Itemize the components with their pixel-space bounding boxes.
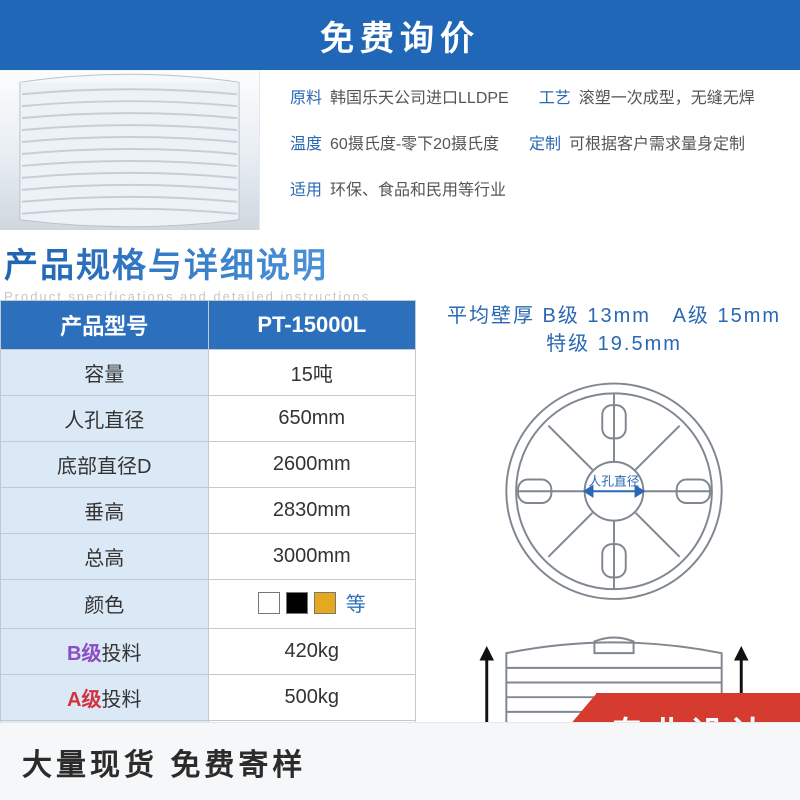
swatch-black (286, 592, 308, 614)
spec-value-swatches: 等 (208, 580, 416, 629)
spec-label: 总高 (1, 534, 209, 580)
prop: 工艺 滚塑一次成型，无缝无焊 (539, 84, 755, 108)
bottom-text: 大量现货 免费寄样 (22, 740, 306, 784)
prop: 温度 60摄氏度-零下20摄氏度 (290, 130, 499, 154)
spec-header-left: 产品型号 (1, 301, 209, 350)
prop-key: 适用 (290, 176, 322, 200)
table-row: 垂高 2830mm (1, 488, 416, 534)
swatch-gold (314, 592, 336, 614)
swatch-etc: 等 (346, 588, 366, 617)
table-row: 底部直径D 2600mm (1, 442, 416, 488)
table-header-row: 产品型号 PT-15000L (1, 301, 416, 350)
prop-key: 定制 (529, 130, 561, 154)
spec-value: 650mm (208, 396, 416, 442)
top-banner: 免费询价 (0, 0, 800, 70)
top-view-diagram: 人孔直径 (428, 364, 800, 609)
wall-thickness-label: 平均壁厚 B级 13mm A级 15mm 特级 19.5mm (428, 300, 800, 364)
spec-label: 人孔直径 (1, 396, 209, 442)
color-swatches: 等 (258, 588, 366, 617)
table-row-grade: A级投料 500kg (1, 674, 416, 720)
diagrams: 平均壁厚 B级 13mm A级 15mm 特级 19.5mm (428, 300, 800, 722)
product-photo (0, 70, 260, 230)
grade-name: B级 (67, 643, 101, 665)
spec-label: 颜色 (1, 580, 209, 629)
spec-value: 500kg (208, 674, 416, 720)
prop-key: 温度 (290, 130, 322, 154)
spec-and-diagram-row: 产品型号 PT-15000L 容量 15吨 人孔直径 650mm 底部直径D 2… (0, 300, 800, 722)
spec-value: 15吨 (208, 350, 416, 396)
banner-text: 免费询价 (320, 11, 480, 60)
wall-line1b: A级 15mm (673, 305, 781, 327)
prop-val: 滚塑一次成型，无缝无焊 (579, 84, 755, 108)
prop-key: 工艺 (539, 84, 571, 108)
spec-value: 2600mm (208, 442, 416, 488)
spec-label: 容量 (1, 350, 209, 396)
prop-val: 环保、食品和民用等行业 (330, 176, 506, 200)
spec-label: 底部直径D (1, 442, 209, 488)
wall-line1a: 平均壁厚 B级 13mm (447, 305, 651, 327)
tank-photo-svg (0, 70, 259, 230)
property-list: 原料 韩国乐天公司进口LLDPE 工艺 滚塑一次成型，无缝无焊 温度 60摄氏度… (260, 70, 800, 230)
spec-value: 3000mm (208, 534, 416, 580)
swatch-white (258, 592, 280, 614)
spec-label: 垂高 (1, 488, 209, 534)
prop-line: 适用 环保、食品和民用等行业 (290, 176, 800, 200)
prop-val: 韩国乐天公司进口LLDPE (330, 84, 509, 108)
prop: 定制 可根据客户需求量身定制 (529, 130, 745, 154)
spec-table: 产品型号 PT-15000L 容量 15吨 人孔直径 650mm 底部直径D 2… (0, 300, 416, 767)
manhole-label: 人孔直径 (589, 473, 640, 488)
wall-line2: 特级 19.5mm (546, 333, 682, 355)
table-row: 总高 3000mm (1, 534, 416, 580)
grade-suffix: 投料 (101, 689, 141, 711)
grade-suffix: 投料 (101, 643, 141, 665)
spec-value: 2830mm (208, 488, 416, 534)
spec-header-right: PT-15000L (208, 301, 416, 350)
grade-name: A级 (67, 689, 101, 711)
spec-label: B级投料 (1, 628, 209, 674)
prop: 适用 环保、食品和民用等行业 (290, 176, 506, 200)
prop-line: 原料 韩国乐天公司进口LLDPE 工艺 滚塑一次成型，无缝无焊 (290, 84, 800, 108)
spec-value: 420kg (208, 628, 416, 674)
prop-val: 60摄氏度-零下20摄氏度 (330, 130, 499, 154)
bottom-strip: 大量现货 免费寄样 (0, 722, 800, 800)
prop-val: 可根据客户需求量身定制 (569, 130, 745, 154)
table-row-color: 颜色 等 (1, 580, 416, 629)
table-row: 人孔直径 650mm (1, 396, 416, 442)
prop: 原料 韩国乐天公司进口LLDPE (290, 84, 509, 108)
product-overview-row: 原料 韩国乐天公司进口LLDPE 工艺 滚塑一次成型，无缝无焊 温度 60摄氏度… (0, 70, 800, 230)
section-title-zh: 产品规格与详细说明 (4, 247, 328, 285)
prop-key: 原料 (290, 84, 322, 108)
prop-line: 温度 60摄氏度-零下20摄氏度 定制 可根据客户需求量身定制 (290, 130, 800, 154)
section-title: 产品规格与详细说明 Product specifications and det… (0, 230, 370, 304)
spec-label: A级投料 (1, 674, 209, 720)
table-row: 容量 15吨 (1, 350, 416, 396)
table-row-grade: B级投料 420kg (1, 628, 416, 674)
